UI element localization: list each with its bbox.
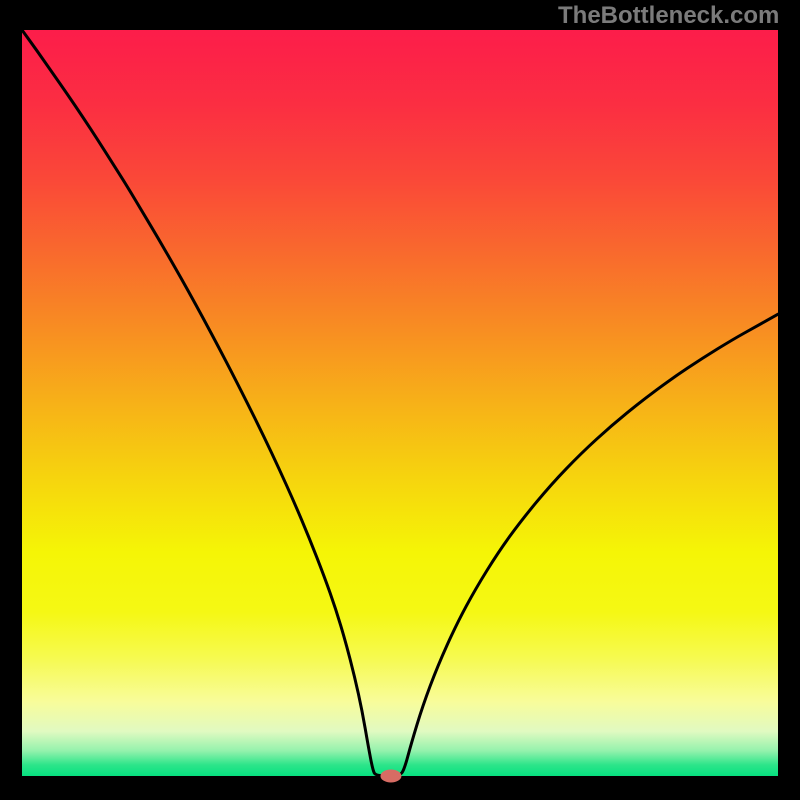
optimal-point-marker (381, 770, 401, 782)
chart-container: TheBottleneck.com (0, 0, 800, 800)
watermark-text: TheBottleneck.com (558, 2, 779, 30)
bottleneck-chart (0, 0, 800, 800)
gradient-background (22, 30, 778, 776)
